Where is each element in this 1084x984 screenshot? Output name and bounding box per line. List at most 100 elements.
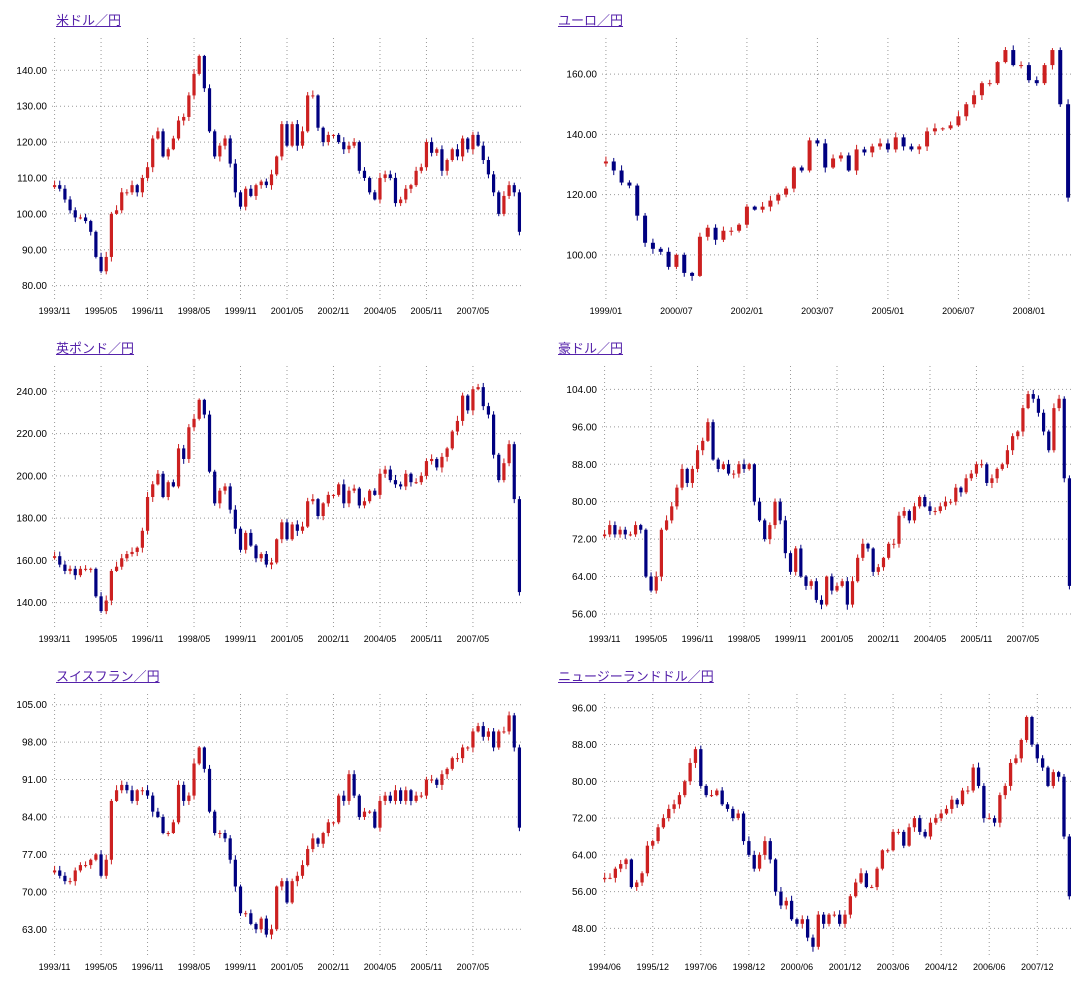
svg-text:2002/11: 2002/11 [868, 634, 900, 644]
svg-text:88.00: 88.00 [572, 460, 597, 471]
gbp-jpy-candlestick-chart: 240.00 220.00 200.00 180.00 160.00 140.00 1993… [16, 366, 522, 644]
chart-title-gbp-jpy-link[interactable]: 英ポンド／円 [56, 341, 135, 356]
svg-text:130.00: 130.00 [16, 102, 47, 113]
svg-text:1996/11: 1996/11 [682, 634, 714, 644]
svg-text:240.00: 240.00 [16, 387, 47, 398]
svg-text:2006/06: 2006/06 [973, 962, 1006, 972]
chart-panel-nzd-jpy: ニュージーランドドル／円 96.00 88.00 80.00 72.00 64.00 56… [542, 656, 1084, 984]
svg-text:220.00: 220.00 [16, 429, 47, 440]
eur-jpy-candlestick-chart: 160.00 140.00 120.00 100.00 1999/01 2000/07 20… [566, 38, 1072, 316]
aud-jpy-candlestick-chart: 104.00 96.00 88.00 80.00 72.00 64.00 56.00 1993… [566, 366, 1072, 644]
svg-text:84.00: 84.00 [22, 812, 47, 823]
svg-text:72.00: 72.00 [572, 535, 597, 546]
svg-text:1993/11: 1993/11 [39, 634, 71, 644]
svg-text:2001/05: 2001/05 [271, 962, 304, 972]
svg-text:2004/05: 2004/05 [914, 634, 947, 644]
svg-text:98.00: 98.00 [22, 738, 47, 749]
usd-jpy-candlestick-chart: 140.00 130.00 120.00 110.00 100.00 90.00 80.00… [16, 38, 522, 316]
svg-text:1999/01: 1999/01 [590, 306, 623, 316]
chart-panel-aud-jpy: 豪ドル／円 104.00 96.00 88.00 80.00 72.00 64.00 56.… [542, 328, 1084, 656]
chart-title-usd-jpy-link[interactable]: 米ドル／円 [56, 13, 122, 28]
svg-text:2001/05: 2001/05 [271, 634, 304, 644]
svg-text:100.00: 100.00 [16, 209, 47, 220]
svg-text:1993/11: 1993/11 [589, 634, 621, 644]
svg-text:2001/12: 2001/12 [829, 962, 862, 972]
chart-title-chf-jpy-link[interactable]: スイスフラン／円 [56, 669, 160, 684]
svg-text:2004/05: 2004/05 [364, 962, 397, 972]
svg-text:80.00: 80.00 [572, 777, 597, 788]
svg-text:2007/05: 2007/05 [457, 306, 490, 316]
svg-text:1994/06: 1994/06 [588, 962, 621, 972]
chart-panel-eur-jpy: ユーロ／円 160.00 140.00 120.00 100.00 1999/01 200… [542, 0, 1084, 328]
svg-text:1999/11: 1999/11 [225, 306, 257, 316]
svg-text:56.00: 56.00 [572, 887, 597, 898]
svg-text:2001/05: 2001/05 [271, 306, 304, 316]
chf-jpy-candlestick-chart: 105.00 98.00 91.00 84.00 77.00 70.00 63.00 1993… [16, 694, 522, 972]
svg-text:100.00: 100.00 [566, 250, 597, 261]
svg-text:2003/06: 2003/06 [877, 962, 910, 972]
svg-text:2005/11: 2005/11 [411, 634, 443, 644]
svg-text:70.00: 70.00 [22, 887, 47, 898]
chart-title-nzd-jpy-link[interactable]: ニュージーランドドル／円 [558, 669, 714, 684]
svg-text:1996/11: 1996/11 [132, 306, 164, 316]
svg-text:96.00: 96.00 [572, 422, 597, 433]
svg-text:56.00: 56.00 [572, 609, 597, 620]
svg-text:120.00: 120.00 [16, 138, 47, 149]
svg-text:88.00: 88.00 [572, 740, 597, 751]
svg-text:2005/11: 2005/11 [411, 306, 443, 316]
svg-text:1993/11: 1993/11 [39, 962, 71, 972]
svg-text:1999/11: 1999/11 [775, 634, 807, 644]
svg-text:1999/11: 1999/11 [225, 962, 257, 972]
svg-text:120.00: 120.00 [566, 190, 597, 201]
svg-text:2001/05: 2001/05 [821, 634, 854, 644]
svg-text:2007/05: 2007/05 [457, 962, 490, 972]
nzd-jpy-candlestick-chart: 96.00 88.00 80.00 72.00 64.00 56.00 48.00 1994/… [572, 694, 1072, 972]
svg-text:1998/05: 1998/05 [178, 306, 211, 316]
svg-text:2007/05: 2007/05 [1007, 634, 1040, 644]
svg-text:1993/11: 1993/11 [39, 306, 71, 316]
svg-text:1999/11: 1999/11 [225, 634, 257, 644]
svg-text:2005/01: 2005/01 [872, 306, 905, 316]
svg-text:200.00: 200.00 [16, 471, 47, 482]
svg-text:2002/11: 2002/11 [318, 306, 350, 316]
svg-text:80.00: 80.00 [572, 497, 597, 508]
svg-text:1998/12: 1998/12 [733, 962, 766, 972]
svg-text:63.00: 63.00 [22, 925, 47, 936]
svg-text:2005/11: 2005/11 [411, 962, 443, 972]
svg-text:2006/07: 2006/07 [942, 306, 975, 316]
svg-text:91.00: 91.00 [22, 775, 47, 786]
svg-text:2004/05: 2004/05 [364, 306, 397, 316]
svg-text:2003/07: 2003/07 [801, 306, 834, 316]
svg-text:2004/05: 2004/05 [364, 634, 397, 644]
svg-text:1995/05: 1995/05 [85, 634, 118, 644]
chart-title-aud-jpy-link[interactable]: 豪ドル／円 [558, 341, 624, 356]
svg-text:110.00: 110.00 [17, 173, 47, 184]
svg-text:2007/12: 2007/12 [1021, 962, 1054, 972]
svg-text:2002/01: 2002/01 [731, 306, 764, 316]
svg-text:80.00: 80.00 [22, 281, 47, 292]
chart-title-eur-jpy-link[interactable]: ユーロ／円 [558, 13, 624, 28]
svg-text:2008/01: 2008/01 [1013, 306, 1046, 316]
svg-text:1997/06: 1997/06 [685, 962, 718, 972]
svg-text:1998/05: 1998/05 [178, 634, 211, 644]
svg-text:1996/11: 1996/11 [132, 634, 164, 644]
chart-panel-gbp-jpy: 英ポンド／円 240.00 220.00 200.00 180.00 160.00 140… [0, 328, 542, 656]
svg-text:2007/05: 2007/05 [457, 634, 490, 644]
svg-text:1998/05: 1998/05 [178, 962, 211, 972]
chart-panel-chf-jpy: スイスフラン／円 105.00 98.00 91.00 84.00 77.00 70.00… [0, 656, 542, 984]
svg-text:64.00: 64.00 [572, 850, 597, 861]
svg-text:77.00: 77.00 [22, 850, 47, 861]
svg-text:64.00: 64.00 [572, 572, 597, 583]
svg-text:1995/12: 1995/12 [636, 962, 669, 972]
svg-text:140.00: 140.00 [16, 598, 47, 609]
svg-text:1998/05: 1998/05 [728, 634, 761, 644]
svg-text:2000/06: 2000/06 [781, 962, 814, 972]
svg-text:72.00: 72.00 [572, 814, 597, 825]
svg-text:1995/05: 1995/05 [635, 634, 668, 644]
svg-text:1995/05: 1995/05 [85, 306, 118, 316]
svg-text:180.00: 180.00 [16, 514, 47, 525]
chart-panel-usd-jpy: 米ドル／円 140.00 130.00 120.00 110.00 100.00 90.0… [0, 0, 542, 328]
svg-text:105.00: 105.00 [16, 700, 47, 711]
